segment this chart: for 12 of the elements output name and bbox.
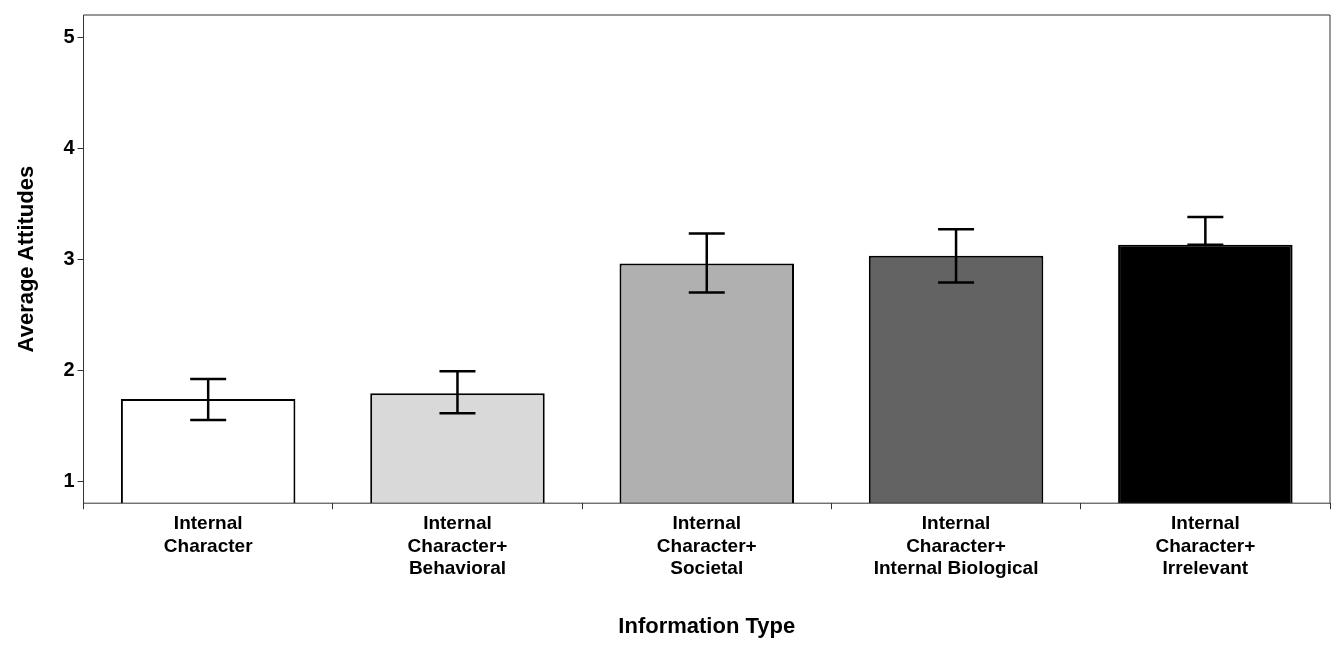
x-tick-label: Internal Character+ Internal Biological	[873, 511, 1039, 579]
x-tick-label: Internal Character+ Societal	[656, 511, 757, 579]
y-axis-title: Average Attitudes	[13, 165, 39, 353]
x-tick-label: Internal Character+ Behavioral	[407, 511, 508, 579]
y-tick-label: 1	[63, 468, 75, 491]
y-tick-label: 4	[63, 135, 76, 158]
x-tick-label: Internal Character+ Irrelevant	[1155, 511, 1256, 579]
y-tick-label: 5	[63, 24, 75, 47]
x-tick-label: Internal Character	[163, 511, 254, 556]
x-axis-title: Information Type	[618, 612, 796, 638]
y-tick-label: 3	[63, 246, 75, 269]
y-tick-label: 2	[63, 357, 75, 380]
